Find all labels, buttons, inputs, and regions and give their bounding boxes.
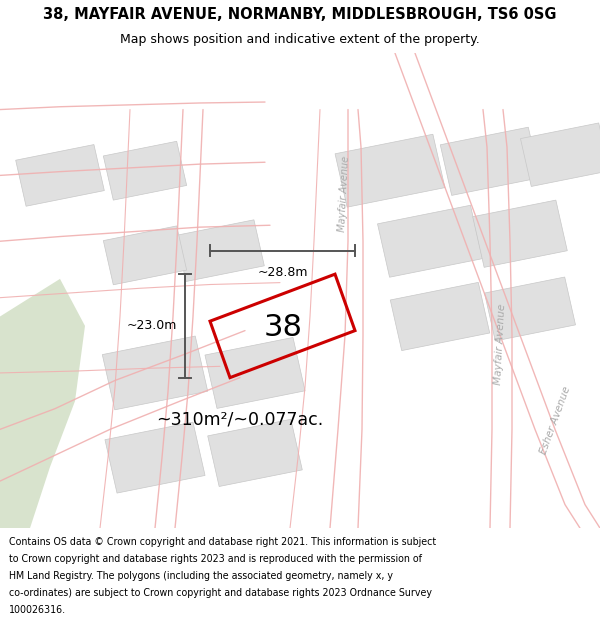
Text: Contains OS data © Crown copyright and database right 2021. This information is : Contains OS data © Crown copyright and d… [9, 537, 436, 547]
Polygon shape [0, 279, 85, 528]
Polygon shape [335, 134, 445, 207]
Text: Mayfair Avenue: Mayfair Avenue [337, 156, 351, 232]
Text: ~28.8m: ~28.8m [257, 266, 308, 279]
Text: 100026316.: 100026316. [9, 604, 66, 614]
Polygon shape [103, 336, 208, 410]
Polygon shape [103, 141, 187, 200]
Text: ~23.0m: ~23.0m [127, 319, 177, 332]
Text: 38: 38 [263, 313, 302, 342]
Text: 38, MAYFAIR AVENUE, NORMANBY, MIDDLESBROUGH, TS6 0SG: 38, MAYFAIR AVENUE, NORMANBY, MIDDLESBRO… [43, 8, 557, 22]
Polygon shape [473, 200, 567, 268]
Polygon shape [377, 205, 482, 278]
Text: Map shows position and indicative extent of the property.: Map shows position and indicative extent… [120, 33, 480, 46]
Text: Mayfair Avenue: Mayfair Avenue [493, 304, 507, 386]
Polygon shape [176, 220, 265, 281]
Polygon shape [520, 123, 600, 186]
Polygon shape [103, 226, 187, 285]
Polygon shape [440, 127, 540, 196]
Text: HM Land Registry. The polygons (including the associated geometry, namely x, y: HM Land Registry. The polygons (includin… [9, 571, 393, 581]
Text: Esher Avenue: Esher Avenue [538, 384, 572, 456]
Polygon shape [484, 277, 575, 341]
Polygon shape [205, 338, 305, 408]
Polygon shape [390, 282, 490, 351]
Text: to Crown copyright and database rights 2023 and is reproduced with the permissio: to Crown copyright and database rights 2… [9, 554, 422, 564]
Polygon shape [208, 419, 302, 486]
Text: co-ordinates) are subject to Crown copyright and database rights 2023 Ordnance S: co-ordinates) are subject to Crown copyr… [9, 588, 432, 598]
Text: ~310m²/~0.077ac.: ~310m²/~0.077ac. [157, 411, 323, 429]
Polygon shape [105, 422, 205, 493]
Polygon shape [16, 144, 104, 206]
